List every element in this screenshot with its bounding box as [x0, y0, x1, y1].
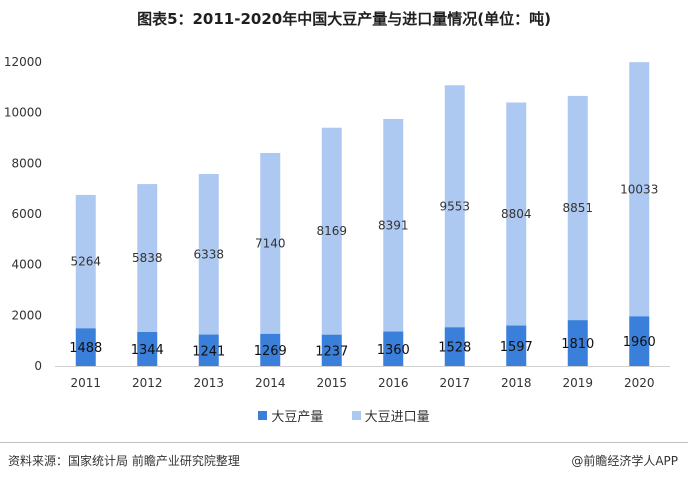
x-tick-label: 2018 [501, 376, 532, 390]
legend-label-production: 大豆产量 [271, 410, 324, 425]
bar-import [75, 194, 96, 329]
bar-production [260, 333, 281, 366]
x-tick-label: 2019 [562, 376, 593, 390]
data-label-import: 5264 [70, 255, 101, 269]
source-note: 资料来源：国家统计局 前瞻产业研究院整理 [8, 454, 240, 468]
bar-import [567, 95, 588, 321]
bar-production [506, 325, 527, 366]
bar-production [321, 334, 342, 366]
bar-production [137, 331, 158, 366]
data-label-production: 1528 [438, 341, 471, 356]
footer-divider [0, 442, 688, 443]
data-label-production: 1344 [131, 343, 164, 358]
legend-item-production: 大豆产量 [258, 406, 323, 425]
data-label-import: 9553 [439, 199, 470, 213]
data-label-import: 10033 [620, 182, 658, 196]
data-label-production: 1488 [69, 341, 102, 356]
legend-swatch-import [351, 411, 361, 420]
data-label-import: 6338 [193, 247, 224, 261]
data-label-import: 5838 [132, 251, 163, 265]
brand-credit: @前瞻经济学人APP [571, 454, 678, 468]
data-label-production: 1360 [377, 343, 410, 358]
data-label-production: 1597 [500, 340, 533, 355]
bar-production [198, 334, 219, 366]
data-label-production: 1237 [315, 344, 348, 359]
y-tick-label: 8000 [11, 156, 42, 170]
bar-import [383, 118, 404, 332]
bar-import [321, 127, 342, 335]
x-tick-label: 2012 [132, 376, 163, 390]
data-label-import: 8851 [562, 201, 593, 215]
y-tick-label: 4000 [11, 258, 42, 272]
data-label-production: 1241 [192, 344, 225, 359]
data-label-import: 8391 [378, 218, 409, 232]
y-tick-label: 6000 [11, 207, 42, 221]
x-tick-label: 2020 [624, 376, 655, 390]
data-label-production: 1269 [254, 344, 287, 359]
legend-item-import: 大豆进口量 [351, 406, 430, 425]
y-tick-label: 12000 [4, 55, 42, 69]
x-tick-label: 2017 [439, 376, 470, 390]
data-label-import: 7140 [255, 236, 286, 250]
bar-import [198, 173, 219, 335]
x-tick-label: 2014 [255, 376, 286, 390]
y-tick-label: 2000 [11, 308, 42, 322]
bar-production [567, 320, 588, 366]
x-tick-label: 2016 [378, 376, 409, 390]
data-label-import: 8169 [316, 224, 347, 238]
legend: 大豆产量 大豆进口量 [0, 406, 688, 425]
bar-production [75, 328, 96, 366]
bar-import [444, 85, 465, 328]
bar-import [506, 102, 527, 326]
bar-production [629, 316, 650, 366]
bar-production [383, 331, 404, 366]
data-label-production: 1810 [561, 337, 594, 352]
x-tick-label: 2015 [316, 376, 347, 390]
stacked-bar-chart: 0 2000 4000 6000 8000 10000 12000 5264 1488 2011 5… [4, 55, 670, 390]
x-tick-label: 2011 [70, 376, 101, 390]
y-tick-label: 10000 [4, 106, 42, 120]
legend-swatch-production [258, 411, 268, 420]
x-tick-label: 2013 [193, 376, 224, 390]
chart-title: 图表5：2011-2020年中国大豆产量与进口量情况(单位：吨) [137, 10, 551, 28]
bar-production [444, 327, 465, 366]
data-label-production: 1960 [623, 335, 656, 350]
bar-import [137, 184, 158, 332]
y-tick-label: 0 [34, 359, 42, 373]
bar-import [260, 152, 281, 334]
legend-label-import: 大豆进口量 [364, 410, 430, 425]
data-label-import: 8804 [501, 207, 532, 221]
bar-import [629, 62, 650, 317]
